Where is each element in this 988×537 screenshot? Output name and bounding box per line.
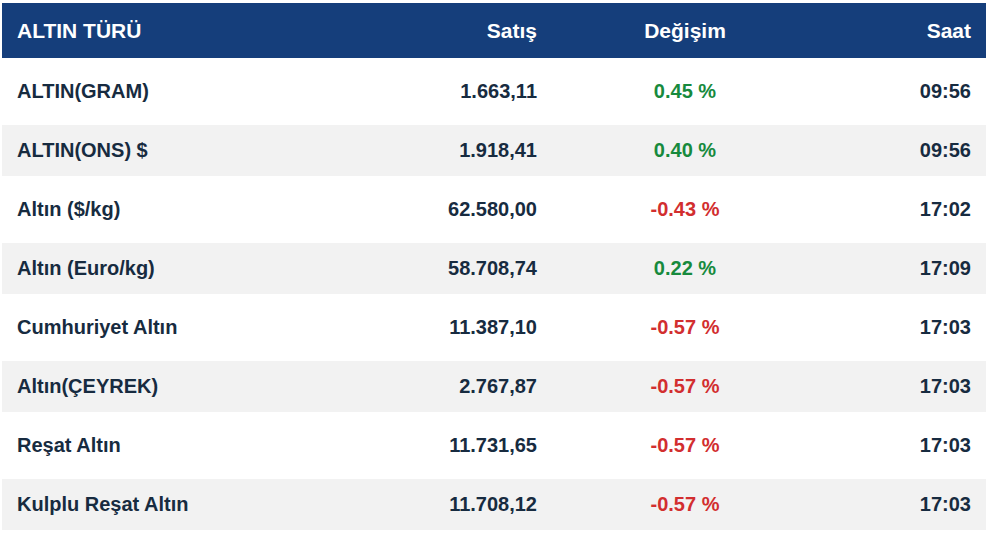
cell-change: 0.40 % [537,139,833,162]
table-row: ALTIN(GRAM) 1.663,11 0.45 % 09:56 [2,66,986,117]
cell-time: 17:03 [833,375,986,398]
cell-change: -0.57 % [537,375,833,398]
cell-sale: 11.387,10 [285,316,537,339]
cell-sale: 2.767,87 [285,375,537,398]
cell-gold-type: Altın (Euro/kg) [2,257,285,280]
table-row: Altın (Euro/kg) 58.708,74 0.22 % 17:09 [2,243,986,294]
cell-gold-type: ALTIN(GRAM) [2,80,285,103]
cell-time: 17:03 [833,493,986,516]
cell-sale: 1.918,41 [285,139,537,162]
cell-change: -0.43 % [537,198,833,221]
cell-change: 0.22 % [537,257,833,280]
cell-sale: 62.580,00 [285,198,537,221]
cell-time: 17:03 [833,434,986,457]
table-row: Reşat Altın 11.731,65 -0.57 % 17:03 [2,420,986,471]
table-row: Altın(ÇEYREK) 2.767,87 -0.57 % 17:03 [2,361,986,412]
gold-prices-table: ALTIN TÜRÜ Satış Değişim Saat ALTIN(GRAM… [0,0,988,530]
cell-gold-type: Kulplu Reşat Altın [2,493,285,516]
header-change: Değişim [537,19,833,43]
table-row: Cumhuriyet Altın 11.387,10 -0.57 % 17:03 [2,302,986,353]
table-header-row: ALTIN TÜRÜ Satış Değişim Saat [2,3,986,58]
table-row: Kulplu Reşat Altın 11.708,12 -0.57 % 17:… [2,479,986,530]
table-row: Altın ($/kg) 62.580,00 -0.43 % 17:02 [2,184,986,235]
cell-change: 0.45 % [537,80,833,103]
cell-time: 17:02 [833,198,986,221]
cell-time: 17:03 [833,316,986,339]
cell-gold-type: Cumhuriyet Altın [2,316,285,339]
cell-change: -0.57 % [537,434,833,457]
table-row: ALTIN(ONS) $ 1.918,41 0.40 % 09:56 [2,125,986,176]
cell-gold-type: Altın(ÇEYREK) [2,375,285,398]
header-gold-type: ALTIN TÜRÜ [2,19,285,43]
cell-change: -0.57 % [537,493,833,516]
cell-sale: 58.708,74 [285,257,537,280]
cell-gold-type: Reşat Altın [2,434,285,457]
cell-change: -0.57 % [537,316,833,339]
cell-sale: 11.731,65 [285,434,537,457]
header-sale: Satış [285,19,537,43]
cell-sale: 11.708,12 [285,493,537,516]
cell-sale: 1.663,11 [285,80,537,103]
cell-time: 09:56 [833,80,986,103]
cell-gold-type: Altın ($/kg) [2,198,285,221]
header-time: Saat [833,19,986,43]
table-body: ALTIN(GRAM) 1.663,11 0.45 % 09:56 ALTIN(… [2,66,986,530]
cell-time: 09:56 [833,139,986,162]
cell-time: 17:09 [833,257,986,280]
cell-gold-type: ALTIN(ONS) $ [2,139,285,162]
